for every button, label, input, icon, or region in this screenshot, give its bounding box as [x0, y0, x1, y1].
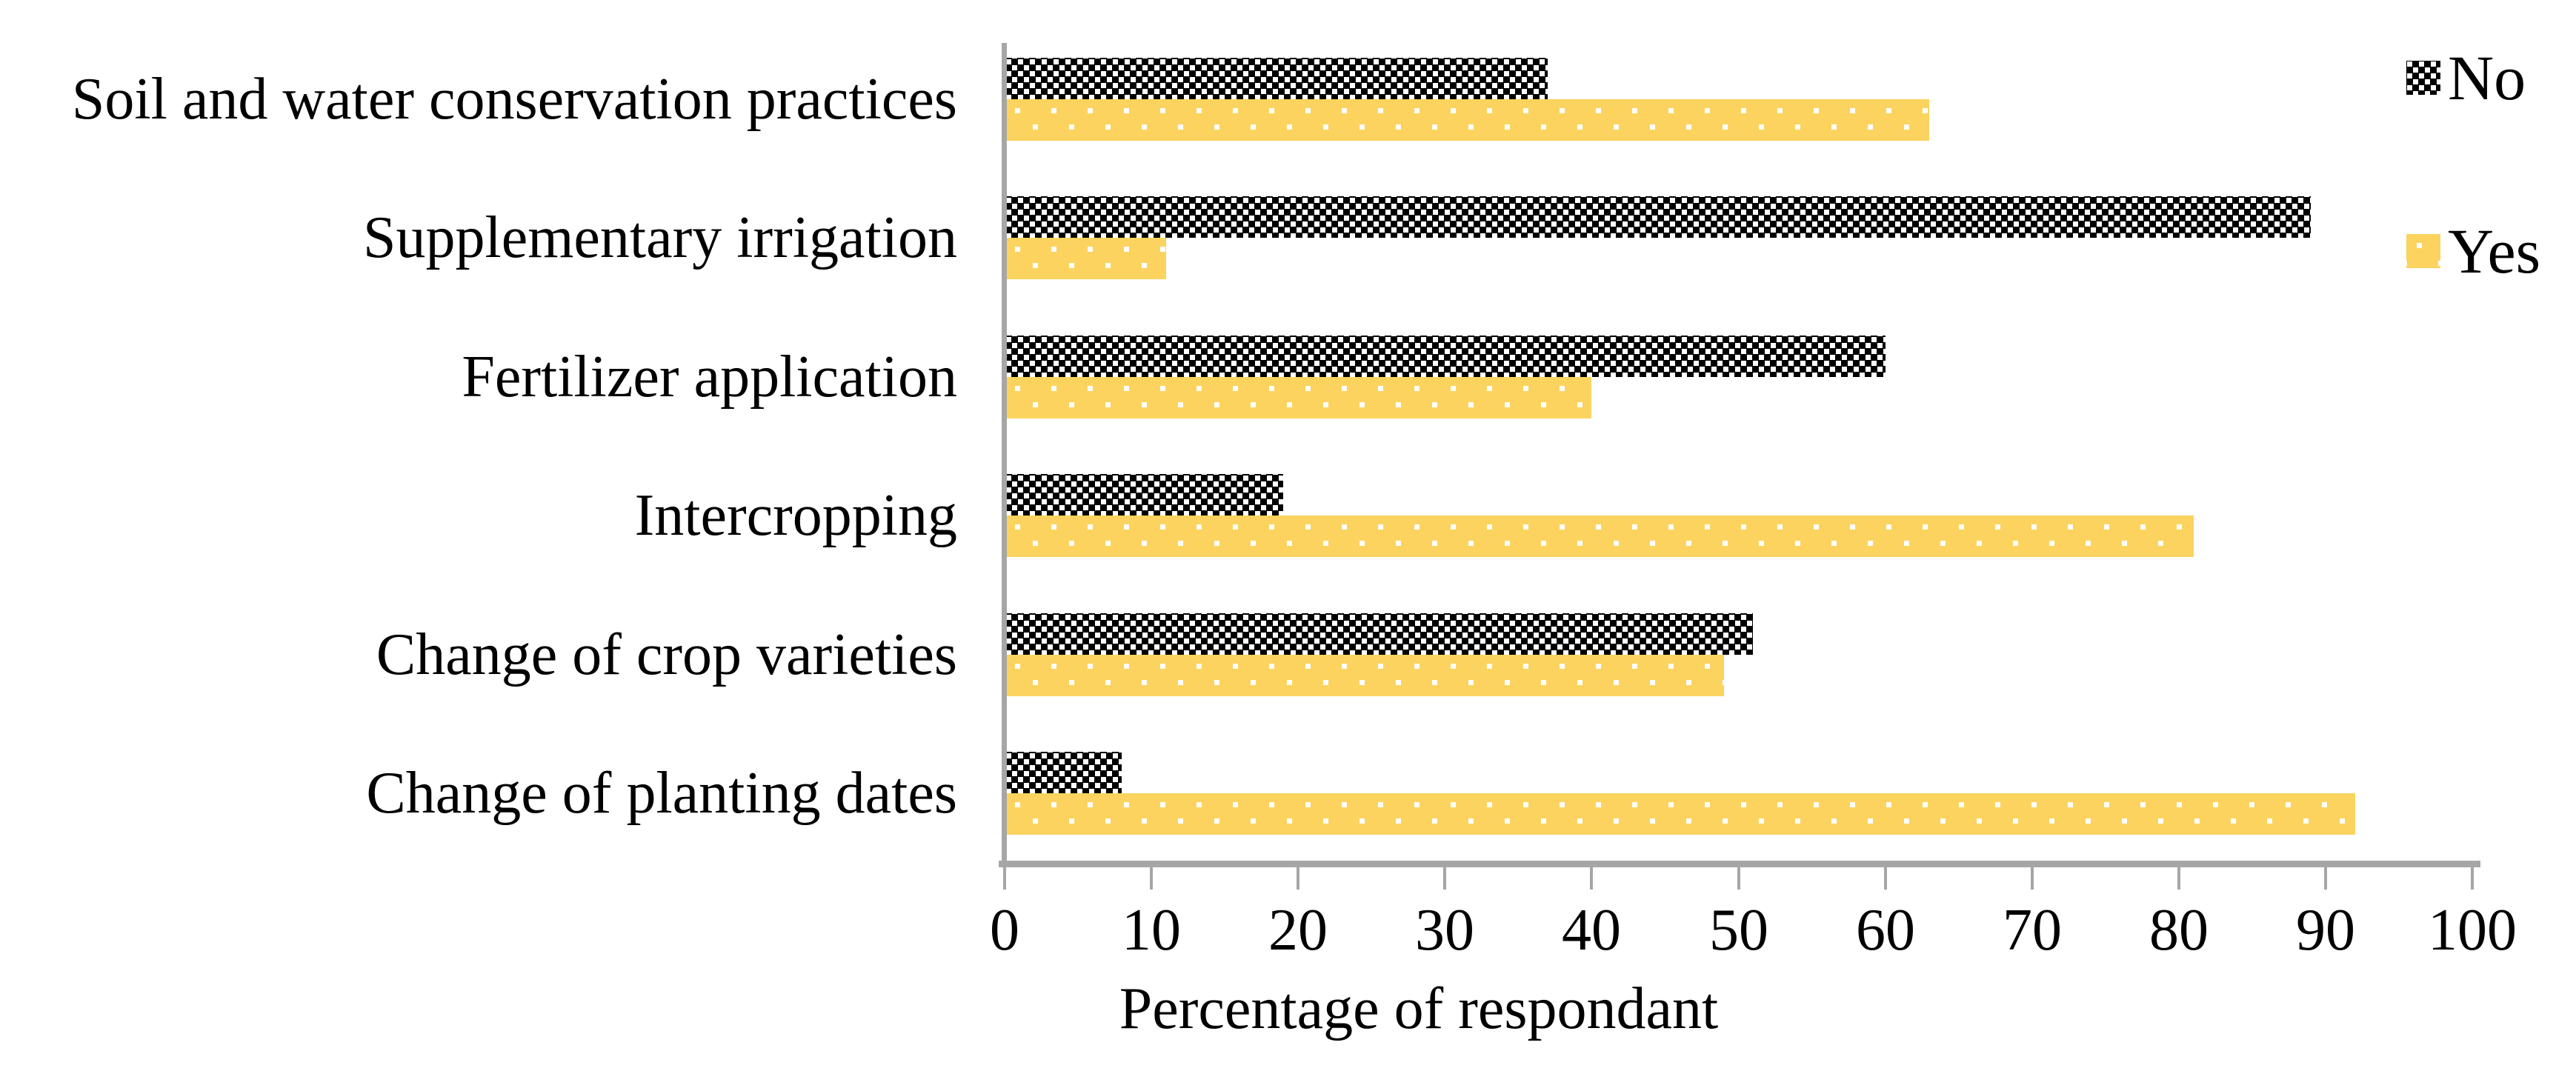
legend-item-no: No: [2406, 46, 2526, 110]
x-tick-label: 0: [990, 898, 1019, 963]
x-tick-label: 50: [1709, 898, 1768, 963]
bar-yes: [1005, 238, 1166, 279]
x-tick-label: 30: [1415, 898, 1474, 963]
x-axis-title: Percentage of respondant: [1119, 976, 1719, 1041]
bar-no: [1005, 196, 2311, 238]
x-tick-mark: [1443, 867, 1446, 890]
x-tick-label: 60: [1856, 898, 1915, 963]
legend-label: No: [2448, 42, 2526, 113]
bar-no: [1005, 752, 1122, 793]
x-tick-label: 10: [1122, 898, 1181, 963]
bar-no: [1005, 336, 1886, 377]
bar-yes: [1005, 655, 1724, 696]
bar-no: [1005, 613, 1753, 655]
category-label: Intercropping: [634, 483, 957, 548]
x-tick-mark: [1150, 867, 1153, 890]
category-label: Soil and water conservation practices: [71, 67, 957, 132]
x-tick-mark: [1590, 867, 1593, 890]
x-tick-mark: [1297, 867, 1299, 890]
x-tick-label: 80: [2149, 898, 2209, 963]
bar-no: [1005, 474, 1283, 516]
x-tick-mark: [2177, 867, 2180, 890]
x-tick-label: 100: [2428, 898, 2517, 963]
x-tick-label: 90: [2296, 898, 2355, 963]
x-axis-line: [999, 861, 2480, 867]
bar-yes: [1005, 377, 1591, 418]
x-tick-label: 20: [1268, 898, 1328, 963]
x-tick-mark: [1003, 867, 1006, 890]
x-tick-label: 40: [1562, 898, 1621, 963]
legend-swatch-no: [2406, 61, 2440, 95]
category-label: Change of planting dates: [366, 761, 957, 826]
legend-label: Yes: [2448, 216, 2541, 287]
x-tick-label: 70: [2003, 898, 2062, 963]
x-tick-mark: [1884, 867, 1887, 890]
y-axis-line: [1002, 43, 1007, 867]
x-tick-mark: [1737, 867, 1740, 890]
bar-yes: [1005, 793, 2355, 835]
category-label: Fertilizer application: [462, 344, 957, 410]
x-tick-mark: [2324, 867, 2327, 890]
x-tick-mark: [2031, 867, 2034, 890]
bar-yes: [1005, 99, 1929, 141]
category-label: Change of crop varieties: [376, 622, 957, 687]
legend-swatch-yes: [2406, 234, 2440, 268]
legend-item-yes: Yes: [2406, 219, 2540, 283]
x-tick-mark: [2471, 867, 2474, 890]
bar-yes: [1005, 516, 2194, 557]
category-label: Supplementary irrigation: [362, 205, 957, 270]
bar-no: [1005, 58, 1548, 99]
